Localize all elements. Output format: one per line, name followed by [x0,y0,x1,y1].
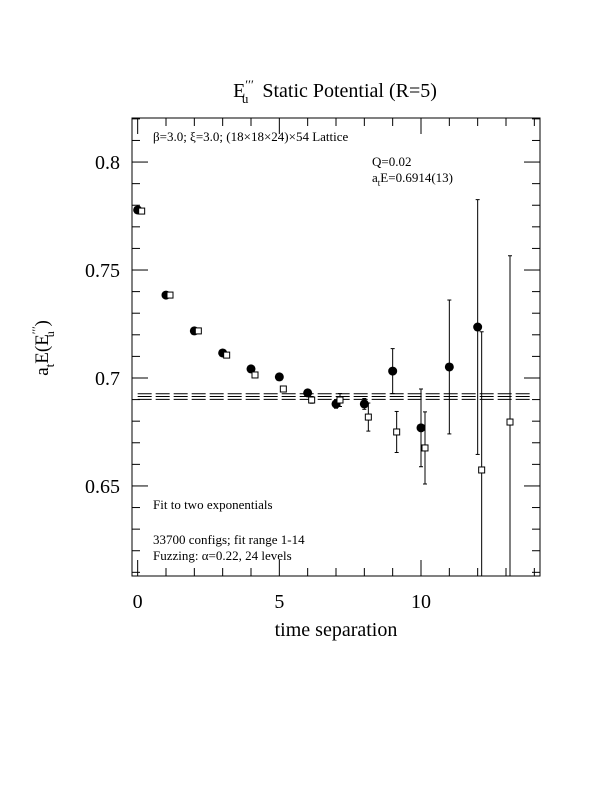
x-axis-label: time separation [275,619,398,641]
y-tick-label: 0.8 [95,152,120,174]
y-tick-label: 0.7 [95,368,120,390]
y-axis-label: atE(E′′′u ) [29,320,57,376]
point [421,444,429,452]
energy-note: atE=0.6914(13) [372,170,453,188]
fit-note: Fit to two exponentials [153,497,273,512]
x-tick-label: 10 [411,591,431,613]
point [194,327,202,335]
point [251,371,259,379]
point [138,207,146,215]
configs-note: 33700 configs; fit range 1-14 [153,532,305,547]
point [478,466,486,474]
point [336,396,344,404]
fuzzing-note: Fuzzing: α=0.22, 24 levels [153,548,292,563]
point [246,364,256,374]
point [279,385,287,393]
point [359,399,369,409]
point [393,428,401,436]
point [416,423,426,433]
y-tick-label: 0.75 [85,260,120,282]
q-note: Q=0.02 [372,154,411,169]
point [166,291,174,299]
point [444,362,454,372]
point [223,351,231,359]
x-tick-label: 0 [133,591,143,613]
point [308,396,316,404]
lattice-note: β=3.0; ξ=3.0; (18×18×24)×54 Lattice [153,129,349,144]
point [506,418,514,426]
x-tick-label: 5 [274,591,284,613]
y-tick-label: 0.65 [85,476,120,498]
chart-title: E′′′ u Static Potential (R=5) [233,77,437,106]
point [388,366,398,376]
point [364,413,372,421]
point [274,372,284,382]
point [303,388,313,398]
plot-area [133,199,530,576]
point [473,322,483,332]
